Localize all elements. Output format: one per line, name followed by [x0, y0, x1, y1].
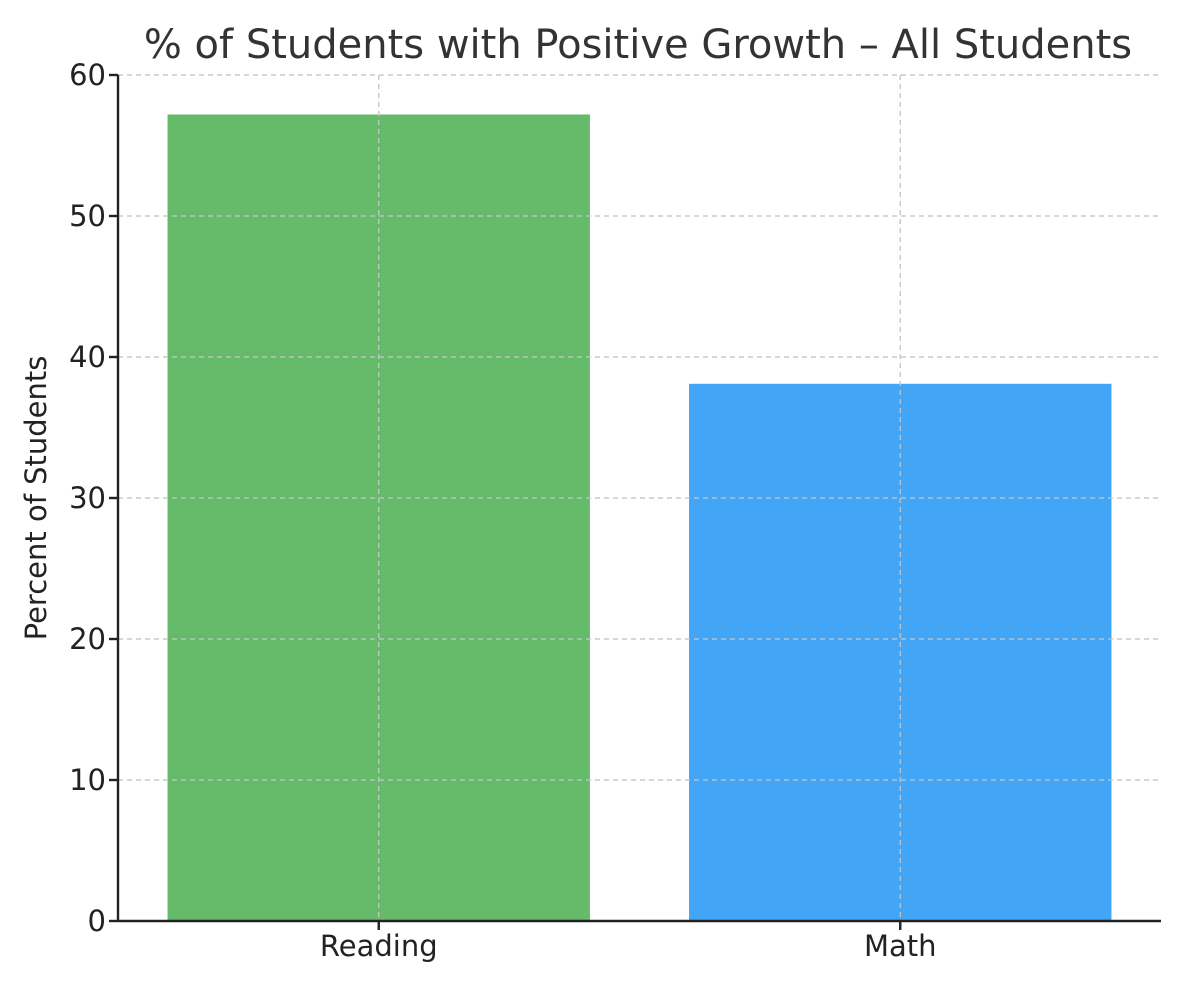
y-tick-label: 10	[69, 763, 106, 797]
y-tick-label: 0	[88, 904, 106, 938]
y-tick-label: 40	[69, 340, 106, 374]
x-axis-ticks: Reading Math	[320, 921, 937, 963]
x-tick-label: Reading	[320, 929, 438, 963]
y-tick-label: 30	[69, 481, 106, 515]
y-tick-label: 60	[69, 58, 106, 92]
bars	[118, 74, 1161, 922]
chart-title: % of Students with Positive Growth – All…	[144, 22, 1132, 68]
y-axis-ticks: 0 10 20 30 40 50 60	[69, 58, 118, 938]
y-tick-label: 20	[69, 622, 106, 656]
y-tick-label: 50	[69, 199, 106, 233]
x-tick-label: Math	[864, 929, 937, 963]
y-axis-label: Percent of Students	[19, 356, 53, 641]
